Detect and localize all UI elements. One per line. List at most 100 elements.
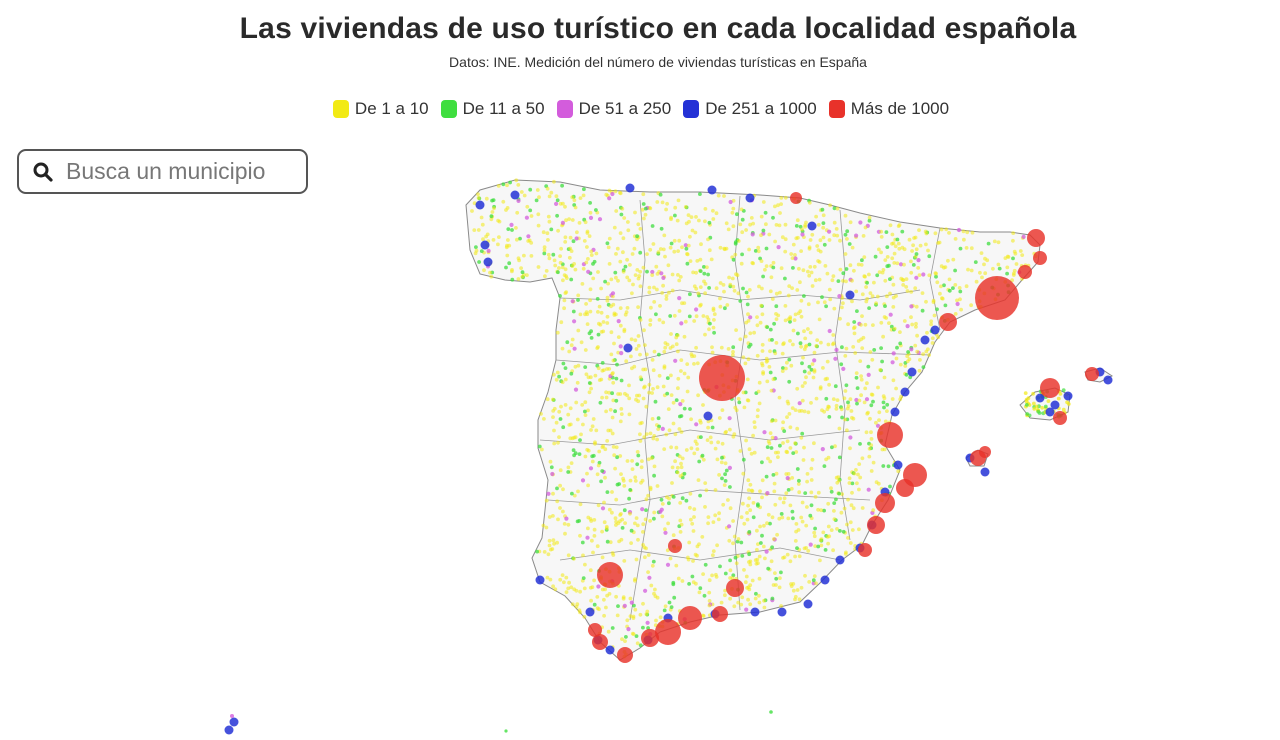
municipio-marker-1-10[interactable] bbox=[647, 390, 651, 395]
municipio-marker-1-10[interactable] bbox=[783, 195, 788, 200]
municipio-marker-1-10[interactable] bbox=[722, 289, 726, 294]
municipio-marker-1-10[interactable] bbox=[843, 417, 847, 422]
municipio-marker-over-1000[interactable] bbox=[790, 192, 802, 204]
municipio-marker-1-10[interactable] bbox=[572, 198, 577, 203]
municipio-marker-11-50[interactable] bbox=[850, 481, 855, 486]
municipio-marker-1-10[interactable] bbox=[764, 264, 769, 268]
municipio-marker-51-250[interactable] bbox=[524, 215, 530, 220]
municipio-marker-11-50[interactable] bbox=[798, 341, 803, 346]
municipio-marker-11-50[interactable] bbox=[594, 208, 598, 212]
municipio-marker-1-10[interactable] bbox=[555, 330, 560, 335]
municipio-marker-1-10[interactable] bbox=[711, 549, 716, 553]
municipio-marker-1-10[interactable] bbox=[726, 498, 730, 502]
municipio-marker-11-50[interactable] bbox=[770, 338, 774, 342]
municipio-marker-1-10[interactable] bbox=[588, 375, 593, 380]
municipio-marker-1-10[interactable] bbox=[749, 451, 754, 456]
municipio-marker-1-10[interactable] bbox=[867, 215, 872, 220]
municipio-marker-11-50[interactable] bbox=[688, 292, 692, 297]
municipio-marker-1-10[interactable] bbox=[557, 435, 561, 439]
municipio-marker-11-50[interactable] bbox=[920, 308, 925, 313]
municipio-marker-1-10[interactable] bbox=[803, 381, 807, 385]
municipio-marker-1-10[interactable] bbox=[644, 497, 649, 502]
municipio-marker-1-10[interactable] bbox=[576, 489, 580, 494]
municipio-marker-251-1000[interactable] bbox=[803, 599, 813, 609]
municipio-marker-1-10[interactable] bbox=[818, 538, 823, 543]
municipio-marker-11-50[interactable] bbox=[667, 600, 672, 605]
municipio-marker-11-50[interactable] bbox=[882, 405, 886, 410]
municipio-marker-over-1000[interactable] bbox=[712, 606, 728, 622]
municipio-marker-1-10[interactable] bbox=[797, 409, 802, 413]
municipio-marker-251-1000[interactable] bbox=[845, 290, 855, 300]
municipio-marker-1-10[interactable] bbox=[633, 338, 638, 343]
municipio-marker-1-10[interactable] bbox=[827, 287, 832, 292]
municipio-marker-1-10[interactable] bbox=[569, 585, 574, 590]
municipio-marker-11-50[interactable] bbox=[710, 425, 715, 430]
municipio-marker-1-10[interactable] bbox=[558, 506, 562, 510]
municipio-marker-1-10[interactable] bbox=[669, 393, 674, 397]
municipio-marker-1-10[interactable] bbox=[770, 435, 775, 440]
municipio-marker-51-250[interactable] bbox=[619, 351, 624, 356]
municipio-marker-1-10[interactable] bbox=[964, 246, 969, 250]
municipio-marker-1-10[interactable] bbox=[992, 239, 997, 244]
municipio-marker-1-10[interactable] bbox=[879, 235, 884, 239]
municipio-marker-1-10[interactable] bbox=[570, 218, 575, 222]
municipio-marker-1-10[interactable] bbox=[572, 587, 577, 592]
municipio-marker-1-10[interactable] bbox=[641, 522, 646, 527]
municipio-marker-1-10[interactable] bbox=[744, 320, 749, 325]
municipio-marker-1-10[interactable] bbox=[736, 600, 741, 605]
municipio-marker-51-250[interactable] bbox=[762, 430, 767, 435]
municipio-marker-1-10[interactable] bbox=[773, 351, 778, 356]
municipio-marker-1-10[interactable] bbox=[816, 490, 821, 495]
municipio-marker-51-250[interactable] bbox=[580, 478, 586, 483]
municipio-marker-1-10[interactable] bbox=[525, 273, 529, 277]
municipio-marker-1-10[interactable] bbox=[842, 396, 847, 401]
municipio-marker-11-50[interactable] bbox=[786, 488, 791, 492]
municipio-marker-1-10[interactable] bbox=[505, 253, 510, 258]
municipio-marker-11-50[interactable] bbox=[741, 457, 746, 462]
municipio-marker-1-10[interactable] bbox=[900, 245, 905, 250]
municipio-marker-51-250[interactable] bbox=[486, 248, 491, 253]
municipio-marker-1-10[interactable] bbox=[891, 295, 896, 300]
municipio-marker-1-10[interactable] bbox=[779, 604, 783, 608]
municipio-marker-11-50[interactable] bbox=[643, 206, 648, 211]
legend-item-11-50[interactable]: De 11 a 50 bbox=[440, 99, 545, 119]
municipio-marker-1-10[interactable] bbox=[769, 275, 774, 280]
municipio-marker-1-10[interactable] bbox=[561, 278, 565, 283]
municipio-marker-1-10[interactable] bbox=[806, 327, 810, 331]
municipio-marker-1-10[interactable] bbox=[501, 199, 506, 204]
municipio-marker-small[interactable] bbox=[1034, 404, 1039, 409]
municipio-marker-51-250[interactable] bbox=[607, 196, 612, 201]
municipio-marker-1-10[interactable] bbox=[801, 458, 806, 462]
municipio-marker-1-10[interactable] bbox=[825, 359, 830, 364]
municipio-marker-1-10[interactable] bbox=[834, 407, 839, 411]
municipio-marker-1-10[interactable] bbox=[553, 263, 558, 268]
municipio-marker-1-10[interactable] bbox=[927, 353, 931, 357]
municipio-marker-1-10[interactable] bbox=[584, 372, 589, 377]
municipio-marker-11-50[interactable] bbox=[556, 270, 560, 275]
municipio-marker-1-10[interactable] bbox=[759, 303, 764, 308]
municipio-marker-1-10[interactable] bbox=[762, 605, 767, 610]
municipio-marker-1-10[interactable] bbox=[876, 385, 880, 390]
municipio-marker-1-10[interactable] bbox=[589, 386, 593, 391]
municipio-marker-11-50[interactable] bbox=[802, 369, 807, 374]
municipio-marker-1-10[interactable] bbox=[676, 376, 681, 381]
municipio-marker-1-10[interactable] bbox=[576, 328, 581, 333]
municipio-marker-11-50[interactable] bbox=[875, 273, 880, 278]
municipio-marker-1-10[interactable] bbox=[675, 218, 680, 223]
municipio-marker-251-1000[interactable] bbox=[890, 407, 900, 417]
municipio-marker-1-10[interactable] bbox=[562, 580, 566, 585]
municipio-marker-1-10[interactable] bbox=[759, 233, 763, 238]
municipio-marker-1-10[interactable] bbox=[803, 344, 808, 349]
municipio-marker-11-50[interactable] bbox=[770, 545, 774, 550]
municipio-marker-1-10[interactable] bbox=[544, 269, 549, 273]
municipio-marker-1-10[interactable] bbox=[661, 384, 666, 389]
municipio-marker-1-10[interactable] bbox=[642, 384, 647, 389]
municipio-marker-1-10[interactable] bbox=[596, 310, 600, 314]
municipio-marker-11-50[interactable] bbox=[650, 224, 655, 228]
municipio-marker-1-10[interactable] bbox=[740, 595, 745, 600]
municipio-marker-11-50[interactable] bbox=[816, 544, 821, 549]
municipio-marker-1-10[interactable] bbox=[806, 269, 810, 274]
municipio-marker-1-10[interactable] bbox=[790, 286, 794, 290]
municipio-marker-1-10[interactable] bbox=[575, 380, 580, 385]
municipio-marker-1-10[interactable] bbox=[746, 478, 751, 483]
